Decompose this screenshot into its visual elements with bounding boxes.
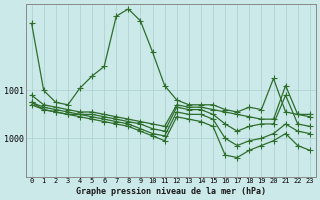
X-axis label: Graphe pression niveau de la mer (hPa): Graphe pression niveau de la mer (hPa) [76, 187, 266, 196]
